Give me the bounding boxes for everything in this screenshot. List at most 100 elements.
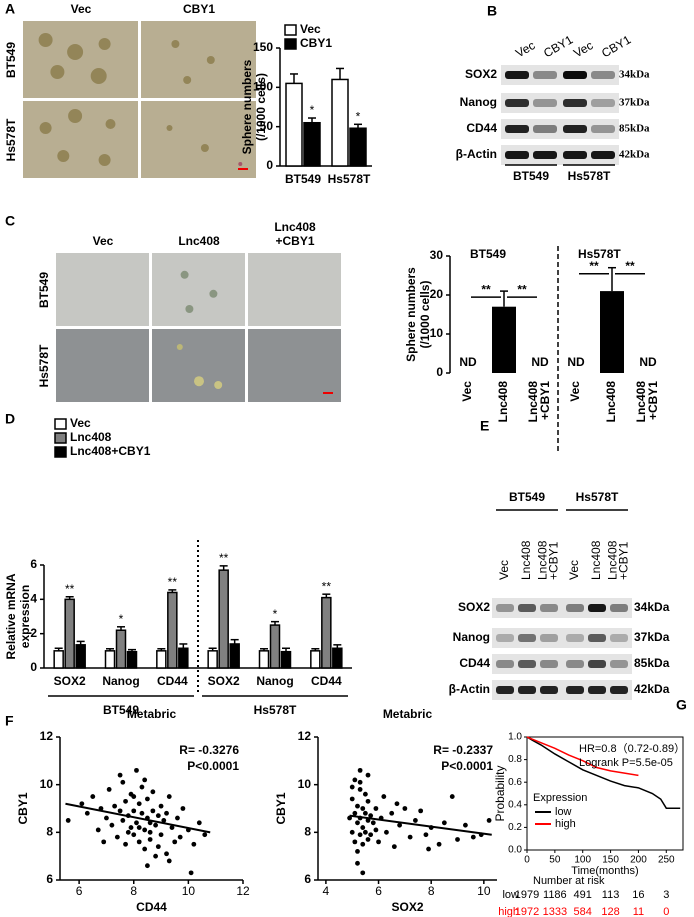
scale-bar bbox=[238, 168, 248, 170]
y-tick-label: 10 bbox=[40, 777, 54, 791]
legend-label: Lnc408 bbox=[70, 430, 112, 444]
significance: ** bbox=[219, 551, 229, 565]
y-axis-label: (/1000 cells) bbox=[254, 73, 268, 141]
x-tick-label: Nanog bbox=[256, 674, 293, 688]
point bbox=[365, 772, 371, 778]
bar bbox=[303, 121, 321, 167]
point bbox=[150, 789, 156, 795]
point bbox=[172, 839, 178, 845]
risk-value: 0 bbox=[663, 906, 669, 917]
y-axis-label: (/1000 cells) bbox=[418, 280, 432, 348]
sphere bbox=[90, 68, 107, 84]
y-tick-label: 0.0 bbox=[508, 845, 522, 856]
micrograph bbox=[248, 329, 341, 402]
risk-value: 11 bbox=[633, 906, 644, 917]
group-title: Hs578T bbox=[578, 247, 621, 261]
size-label: 34kDa bbox=[619, 69, 650, 81]
size-label: 85kDa bbox=[634, 656, 670, 670]
panel-letter: F bbox=[5, 713, 14, 729]
blot-strip bbox=[501, 119, 619, 139]
blot-band bbox=[588, 660, 606, 668]
blot-band bbox=[563, 125, 587, 133]
sphere bbox=[105, 119, 116, 129]
y-axis-label: Sphere numbers bbox=[240, 59, 254, 154]
blot-band bbox=[591, 125, 615, 133]
point bbox=[389, 810, 395, 816]
column-label: Lnc408 bbox=[274, 220, 316, 234]
point bbox=[370, 820, 376, 826]
significance: ** bbox=[517, 282, 527, 296]
point bbox=[166, 858, 172, 864]
protein-label: Nanog bbox=[453, 630, 490, 644]
point bbox=[112, 803, 118, 809]
x-axis-label: CD44 bbox=[136, 900, 167, 914]
lane-label: Lnc408 bbox=[536, 540, 550, 580]
point bbox=[136, 801, 142, 807]
micrograph bbox=[56, 253, 149, 326]
x-tick-label: Nanog bbox=[102, 674, 139, 688]
legend-label: Lnc408+CBY1 bbox=[70, 444, 151, 458]
point bbox=[79, 801, 85, 807]
point bbox=[352, 810, 358, 816]
point bbox=[357, 787, 363, 792]
point bbox=[357, 779, 363, 785]
x-tick-label: CD44 bbox=[157, 674, 188, 688]
protein-label: SOX2 bbox=[458, 600, 490, 614]
group-title: BT549 bbox=[470, 247, 506, 261]
point bbox=[131, 794, 137, 799]
blot-band bbox=[505, 71, 529, 79]
x-tick-label: 200 bbox=[630, 855, 647, 866]
y-tick-label: 0.6 bbox=[508, 777, 522, 788]
bar bbox=[331, 78, 349, 167]
group-label: Hs578T bbox=[568, 169, 611, 183]
blot-band bbox=[588, 634, 606, 642]
blot-band bbox=[591, 71, 615, 79]
point bbox=[436, 841, 442, 847]
risk-value: 1979 bbox=[515, 889, 539, 901]
size-label: 37kDa bbox=[634, 630, 670, 644]
risk-value: 1186 bbox=[543, 889, 567, 901]
bar bbox=[156, 650, 167, 669]
point bbox=[175, 815, 180, 821]
chart-title: Metabric bbox=[383, 707, 433, 721]
point bbox=[120, 818, 126, 823]
micrograph bbox=[152, 329, 245, 402]
point bbox=[104, 815, 109, 821]
annotation: R= -0.2337 bbox=[433, 743, 493, 757]
point bbox=[128, 825, 134, 830]
y-tick-label: 20 bbox=[430, 287, 444, 301]
y-tick-label: 8 bbox=[304, 825, 311, 839]
legend-swatch bbox=[284, 24, 297, 36]
sphere bbox=[206, 56, 215, 64]
y-axis-label: expression bbox=[18, 585, 32, 648]
annotation: Logrank P=5.5e-05 bbox=[579, 757, 673, 769]
y-axis-label: Relative mRNA bbox=[4, 573, 18, 659]
protein-label: CD44 bbox=[459, 656, 490, 670]
point bbox=[120, 779, 126, 785]
sphere bbox=[183, 76, 192, 84]
risk-value: 16 bbox=[632, 889, 644, 901]
blot-band bbox=[533, 151, 557, 159]
x-tick-label: +CBY1 bbox=[538, 381, 552, 420]
point bbox=[441, 820, 447, 826]
x-tick-label: 150 bbox=[602, 855, 619, 866]
point bbox=[191, 841, 197, 847]
lane-label: +CBY1 bbox=[547, 541, 561, 580]
group-label: Hs578T bbox=[254, 703, 297, 717]
bar bbox=[115, 629, 127, 669]
point bbox=[373, 827, 379, 833]
point bbox=[394, 801, 400, 807]
point bbox=[352, 839, 358, 845]
group-label: BT549 bbox=[103, 703, 139, 717]
significance: * bbox=[356, 109, 361, 123]
blot-band bbox=[505, 125, 529, 133]
blot-band bbox=[566, 660, 584, 668]
risk-value: 1333 bbox=[543, 906, 567, 917]
x-tick-label: Lnc408 bbox=[526, 381, 540, 423]
row-label: BT549 bbox=[37, 272, 51, 308]
panel-letter: B bbox=[487, 3, 497, 19]
point bbox=[470, 834, 476, 840]
y-tick-label: 100 bbox=[253, 80, 273, 94]
protein-label: β-Actin bbox=[456, 147, 497, 161]
point bbox=[360, 825, 366, 830]
